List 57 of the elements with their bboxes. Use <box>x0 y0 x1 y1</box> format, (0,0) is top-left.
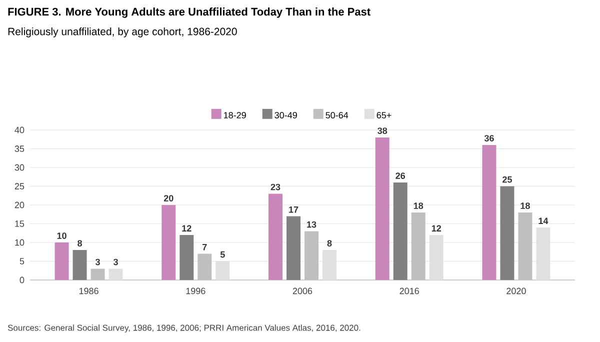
data-label: 13 <box>307 221 316 228</box>
y-tick-label: 10 <box>15 239 24 246</box>
x-tick-label: 2020 <box>506 288 526 294</box>
bar <box>108 268 123 280</box>
bar <box>286 216 300 280</box>
data-label: 12 <box>432 225 441 232</box>
bar <box>482 144 496 280</box>
data-label: 36 <box>484 135 494 142</box>
data-label: 5 <box>220 251 225 258</box>
chart-subtitle: Religiously unaffiliated, by age cohort, 1986-2020 <box>8 28 237 38</box>
data-label: 3 <box>113 258 118 266</box>
x-tick-label: 1996 <box>186 288 206 294</box>
bar <box>500 186 514 280</box>
data-label: 14 <box>538 218 548 224</box>
data-label: 8 <box>78 240 82 246</box>
y-tick-label: 20 <box>14 202 24 208</box>
data-label: 25 <box>502 176 512 183</box>
source-note: Sources: General Social Survey, 1986, 1996, 2006; PRRI American Values Atlas, 2016, 2020. <box>8 324 360 332</box>
bar <box>90 268 105 280</box>
data-label: 8 <box>327 240 332 246</box>
data-label: 26 <box>396 172 406 179</box>
data-label: 10 <box>57 232 66 239</box>
data-label: 17 <box>289 206 298 213</box>
y-tick-label: 15 <box>15 220 24 227</box>
bar <box>72 250 87 280</box>
y-tick-label: 35 <box>14 146 24 152</box>
data-label: 23 <box>270 184 280 190</box>
legend-label: 30-49 <box>274 112 297 118</box>
y-tick-label: 0 <box>20 276 24 284</box>
x-tick-label: 2006 <box>292 288 312 294</box>
data-label: 18 <box>520 202 530 209</box>
bar <box>268 194 282 280</box>
x-tick-label: 2016 <box>400 288 419 294</box>
bar <box>411 212 426 280</box>
y-tick-label: 30 <box>14 164 24 171</box>
data-label: 3 <box>95 258 100 266</box>
legend-label: 65+ <box>376 112 392 118</box>
bar <box>198 254 212 280</box>
bar <box>518 212 532 280</box>
data-label: 7 <box>202 244 207 250</box>
y-tick-label: 5 <box>20 258 24 264</box>
x-tick-label: 1986 <box>79 288 98 294</box>
legend-label: 50-64 <box>326 112 348 118</box>
bar <box>54 242 69 280</box>
y-tick-label: 40 <box>14 126 24 134</box>
chart-title: FIGURE 3. More Young Adults are Unaffiliated Today Than in the Past <box>8 8 370 18</box>
y-tick-label: 25 <box>14 183 24 190</box>
data-label: 12 <box>182 225 192 232</box>
bar <box>180 234 194 280</box>
bar <box>375 137 390 280</box>
bar <box>304 231 318 280</box>
data-label: 38 <box>378 128 388 134</box>
legend-label: 18-29 <box>224 112 246 118</box>
data-label: 20 <box>164 195 174 202</box>
data-label: 18 <box>414 202 424 209</box>
bar <box>393 182 408 280</box>
bar <box>162 204 176 280</box>
